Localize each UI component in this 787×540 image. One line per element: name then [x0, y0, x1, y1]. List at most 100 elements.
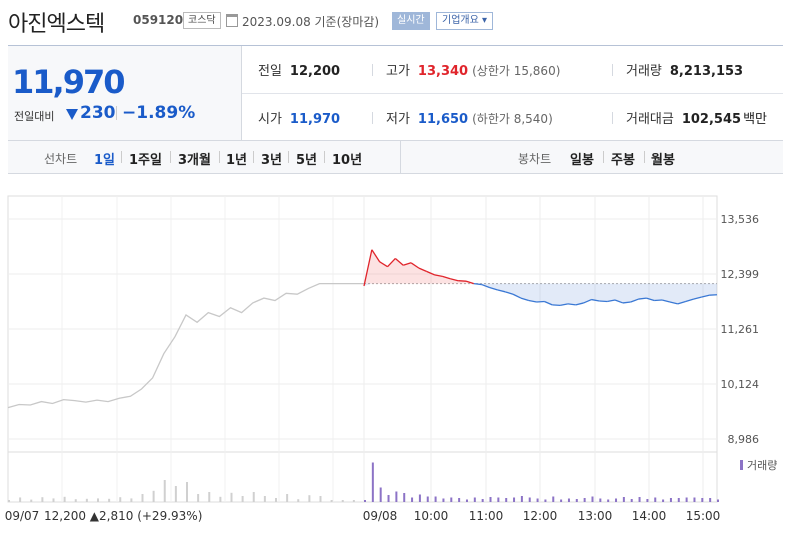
- volume-bar-today: [544, 499, 547, 502]
- volume-bar-prev: [263, 496, 266, 502]
- x-tick-label: 15:00: [686, 509, 721, 523]
- price-down-segment: [661, 299, 671, 303]
- volume-bar-prev: [252, 492, 255, 502]
- tab-10y[interactable]: 10년: [332, 153, 363, 168]
- volume-bar-prev: [63, 496, 66, 502]
- price-down-segment: [575, 302, 584, 306]
- volume-bar-today: [669, 498, 672, 502]
- realtime-button[interactable]: 실시간: [392, 12, 430, 30]
- volume-bar-prev: [74, 499, 77, 502]
- tab-1w[interactable]: 1주일: [129, 153, 162, 168]
- current-price-box: 11,970 전일대비 230 −1.89%: [8, 46, 242, 140]
- tab-monthly[interactable]: 월봉: [651, 153, 675, 168]
- company-overview-button[interactable]: 기업개요 ▾: [436, 12, 493, 30]
- volume-bar-today: [450, 497, 453, 502]
- x-tick-label: 11:00: [469, 509, 504, 523]
- volume-bar-today: [560, 499, 563, 502]
- volume-bar-today: [371, 462, 374, 502]
- volume-bar-prev: [108, 498, 111, 502]
- volume-bar-prev: [197, 494, 200, 502]
- volume-bar-prev: [308, 495, 311, 502]
- volume-bar-prev: [352, 500, 355, 502]
- tab-divider: [644, 151, 645, 163]
- x-tick-label: 12:00: [523, 509, 558, 523]
- price-down-segment: [481, 283, 490, 289]
- tab-divider: [324, 151, 325, 163]
- price-down-segment: [693, 296, 702, 300]
- price-down-segment: [497, 289, 506, 293]
- tab-3y[interactable]: 3년: [261, 153, 283, 168]
- price-down-segment: [622, 301, 631, 304]
- volume-bar-prev: [41, 497, 44, 502]
- tab-divider: [121, 151, 122, 163]
- volume-bar-prev: [174, 486, 177, 502]
- tab-1d[interactable]: 1일: [94, 153, 116, 168]
- volume-bar-prev: [30, 499, 33, 502]
- tab-divider: [170, 151, 171, 163]
- price-info-panel: 11,970 전일대비 230 −1.89% 전일 12,200 고가 13,340…: [8, 45, 783, 141]
- price-down-segment: [489, 286, 498, 291]
- tab-divider: [603, 151, 604, 163]
- volume-bar-prev: [119, 497, 122, 502]
- volume-bar-today: [717, 499, 719, 502]
- price-down-segment: [630, 298, 639, 303]
- tab-5y[interactable]: 5년: [296, 153, 318, 168]
- volume-bar-today: [615, 498, 618, 502]
- volume-bar-today: [465, 499, 468, 502]
- volume-bar-prev: [275, 498, 277, 502]
- price-down-segment: [646, 297, 655, 302]
- prev-close-cell: 전일 12,200: [258, 64, 341, 79]
- price-up-segment: [394, 257, 404, 266]
- volume-bar-today: [630, 499, 633, 502]
- chart-period-tabs: 선차트 1일 1주일 3개월 1년 3년 5년 10년 봉차트 일봉 주봉 월봉: [8, 141, 783, 174]
- volume-bar-today: [709, 498, 712, 502]
- volume-bar-today: [662, 499, 665, 502]
- volume-bar-prev: [219, 496, 222, 502]
- price-up-segment: [418, 267, 428, 273]
- price-up-segment: [410, 262, 420, 269]
- volume-bar-today: [364, 500, 366, 502]
- volume-bar-today: [567, 498, 570, 502]
- tab-weekly[interactable]: 주봉: [611, 153, 635, 168]
- volume-bar-today: [583, 498, 586, 502]
- price-down-segment: [583, 298, 592, 304]
- price-down-segment: [614, 299, 624, 304]
- volume-bar-today: [481, 499, 484, 502]
- volume-bar-prev: [97, 498, 99, 502]
- price-down-segment: [669, 301, 678, 305]
- volume-bar-today: [520, 496, 523, 502]
- volume-cell: 거래량 8,213,153: [626, 64, 744, 79]
- divider: [372, 112, 373, 124]
- tab-daily[interactable]: 일봉: [570, 153, 594, 168]
- tab-3m[interactable]: 3개월: [178, 153, 211, 168]
- price-down-segment: [528, 299, 537, 303]
- price-down-segment: [677, 300, 686, 305]
- volume-bar-today: [426, 496, 429, 502]
- volume-bar-today: [599, 498, 602, 502]
- volume-bar-today: [622, 497, 625, 502]
- base-date: 2023.09.08 기준(장마감): [242, 15, 380, 29]
- volume-bar-prev: [330, 500, 333, 502]
- prev-day-summary: 12,200 ▲2,810 (+29.93%): [44, 509, 202, 523]
- volume-bar-today: [591, 496, 594, 502]
- price-up-segment: [434, 274, 443, 277]
- chart-canvas: 13,536 12,399 11,261 10,124 8,986 09/07 09/08 1…: [5, 195, 777, 523]
- volume-bar-today: [418, 494, 421, 502]
- prev-day-line: [7, 282, 364, 409]
- volume-bar-prev: [19, 497, 22, 502]
- price-down-segment: [512, 293, 522, 299]
- volume-bar-prev: [341, 500, 344, 502]
- tab-divider: [219, 151, 220, 163]
- volume-bar-today: [607, 499, 610, 502]
- volume-bar-prev: [130, 498, 133, 502]
- price-up-segment: [371, 249, 381, 263]
- volume-bar-today: [701, 498, 704, 502]
- volume-bar-today: [677, 498, 680, 502]
- volume-bar-prev: [286, 494, 289, 502]
- y-tick-label: 11,261: [721, 323, 760, 336]
- y-tick-label: 10,124: [721, 378, 760, 391]
- volume-bar-prev: [186, 482, 188, 502]
- price-down-segment: [473, 282, 482, 286]
- tab-1y[interactable]: 1년: [226, 153, 248, 168]
- change-value: 230: [80, 103, 116, 123]
